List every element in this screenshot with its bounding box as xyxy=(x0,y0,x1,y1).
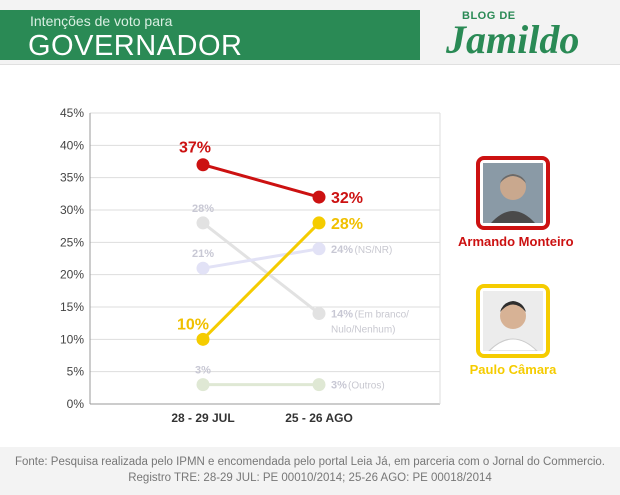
footer: Fonte: Pesquisa realizada pelo IPMN e en… xyxy=(0,454,620,486)
footer-registration: Registro TRE: 28-29 JUL: PE 00010/2014; … xyxy=(128,472,492,484)
data-point xyxy=(312,216,326,230)
chart-subtitle: Intenções de voto para xyxy=(30,13,173,29)
y-tick-label: 5% xyxy=(67,365,85,379)
y-tick-label: 15% xyxy=(60,300,84,314)
footer-source: Fonte: Pesquisa realizada pelo IPMN e en… xyxy=(14,456,605,468)
data-point xyxy=(312,306,326,320)
data-label: 24% xyxy=(331,244,353,256)
series-end-label: (Outros) xyxy=(348,381,385,392)
line-chart: 0% 5% 10% 15% 20% 25% 30% 35% 40% 45% 28 - 29 JUL 2… xyxy=(60,106,441,425)
data-label: 3% xyxy=(331,380,347,392)
series-end-label: (Em branco/ xyxy=(355,309,410,320)
data-label: 3% xyxy=(195,365,211,377)
data-point xyxy=(196,378,210,392)
data-point xyxy=(312,378,326,392)
candidate-paulo: Paulo Câmara xyxy=(458,284,568,377)
y-tick-label: 25% xyxy=(60,235,84,249)
data-label: 37% xyxy=(179,140,211,157)
series-end-label: (NS/NR) xyxy=(355,245,393,256)
y-tick-label: 40% xyxy=(60,138,84,152)
candidate-armando: Armando Monteiro xyxy=(458,156,574,249)
data-label: 28% xyxy=(192,203,214,215)
title-banner: Intenções de voto para GOVERNADOR xyxy=(0,10,420,62)
series-line xyxy=(202,163,320,199)
chart-title: GOVERNADOR xyxy=(28,30,243,62)
series-end-label: Nulo/Nenhum) xyxy=(331,324,395,335)
y-tick-label: 30% xyxy=(60,203,84,217)
data-label: 14% xyxy=(331,308,353,320)
y-tick-label: 20% xyxy=(60,268,84,282)
data-point xyxy=(196,332,210,346)
logo-line1: BLOG DE xyxy=(462,10,516,22)
person-photo-icon xyxy=(476,284,550,358)
data-point xyxy=(312,242,326,256)
data-label: 28% xyxy=(331,216,363,233)
person-photo-icon xyxy=(476,156,550,230)
blog-logo: BLOG DE Jamildo xyxy=(428,8,614,64)
series-line xyxy=(202,247,320,270)
x-tick-label: 28 - 29 JUL xyxy=(171,411,234,425)
y-tick-label: 0% xyxy=(67,397,85,411)
data-point xyxy=(196,261,210,275)
candidate-name: Armando Monteiro xyxy=(458,234,574,249)
candidate-name: Paulo Câmara xyxy=(469,362,557,377)
data-point xyxy=(196,158,210,172)
y-tick-label: 35% xyxy=(60,171,84,185)
y-tick-label: 10% xyxy=(60,332,84,346)
data-point xyxy=(196,216,210,230)
data-label: 10% xyxy=(177,316,209,333)
header: Intenções de voto para GOVERNADOR BLOG D… xyxy=(0,0,620,64)
series-line xyxy=(202,221,320,315)
data-label: 32% xyxy=(331,190,363,207)
data-point xyxy=(312,190,326,204)
y-tick-label: 45% xyxy=(60,106,84,120)
x-tick-label: 25 - 26 AGO xyxy=(285,411,353,425)
data-label: 21% xyxy=(192,248,214,260)
logo-line2: Jamildo xyxy=(446,17,580,62)
series-line xyxy=(201,221,321,341)
